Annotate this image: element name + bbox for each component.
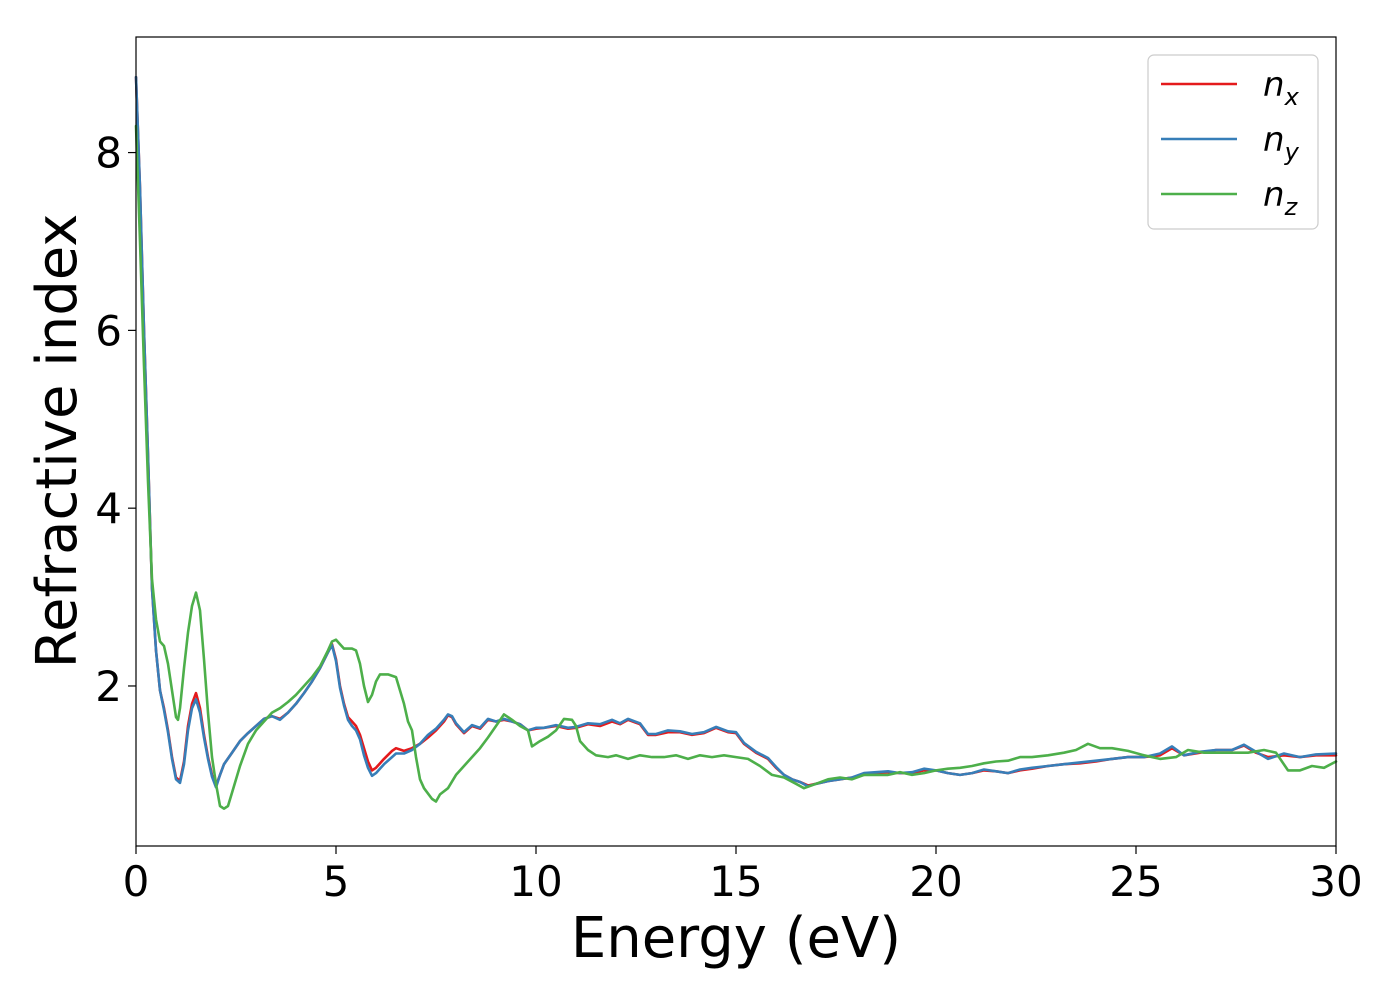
x-tick-label: 25 bbox=[1109, 857, 1162, 906]
legend-label-subscript: y bbox=[1284, 138, 1300, 166]
y-tick-label: 4 bbox=[95, 484, 122, 533]
legend-frame bbox=[1147, 54, 1319, 230]
x-tick-label: 30 bbox=[1309, 857, 1362, 906]
x-tick-label: 0 bbox=[123, 857, 150, 906]
y-axis-label: Refractive index bbox=[25, 214, 90, 669]
x-axis-label: Energy (eV) bbox=[571, 906, 901, 971]
y-axis-ticks: 2 4 6 8 bbox=[95, 129, 136, 711]
y-tick-label: 2 bbox=[95, 662, 122, 711]
legend-label-main: n bbox=[1263, 65, 1285, 105]
legend-label-nz: nz bbox=[1263, 175, 1299, 221]
legend-label-main: n bbox=[1263, 175, 1285, 215]
legend-label-nx: nx bbox=[1263, 65, 1300, 111]
x-tick-label: 15 bbox=[709, 857, 762, 906]
x-axis-ticks: 0 5 10 15 20 25 30 bbox=[123, 846, 1363, 906]
x-tick-label: 10 bbox=[509, 857, 562, 906]
y-tick-label: 6 bbox=[95, 306, 122, 355]
x-tick-label: 5 bbox=[323, 857, 350, 906]
x-tick-label: 20 bbox=[909, 857, 962, 906]
legend-label-subscript: x bbox=[1284, 83, 1300, 111]
legend-label-subscript: z bbox=[1284, 193, 1299, 221]
series-line-nz bbox=[134, 124, 1338, 810]
y-tick-label: 8 bbox=[95, 129, 122, 178]
legend-label-ny: ny bbox=[1263, 120, 1300, 166]
series-layer bbox=[134, 75, 1338, 810]
legend-label-main: n bbox=[1263, 120, 1285, 160]
